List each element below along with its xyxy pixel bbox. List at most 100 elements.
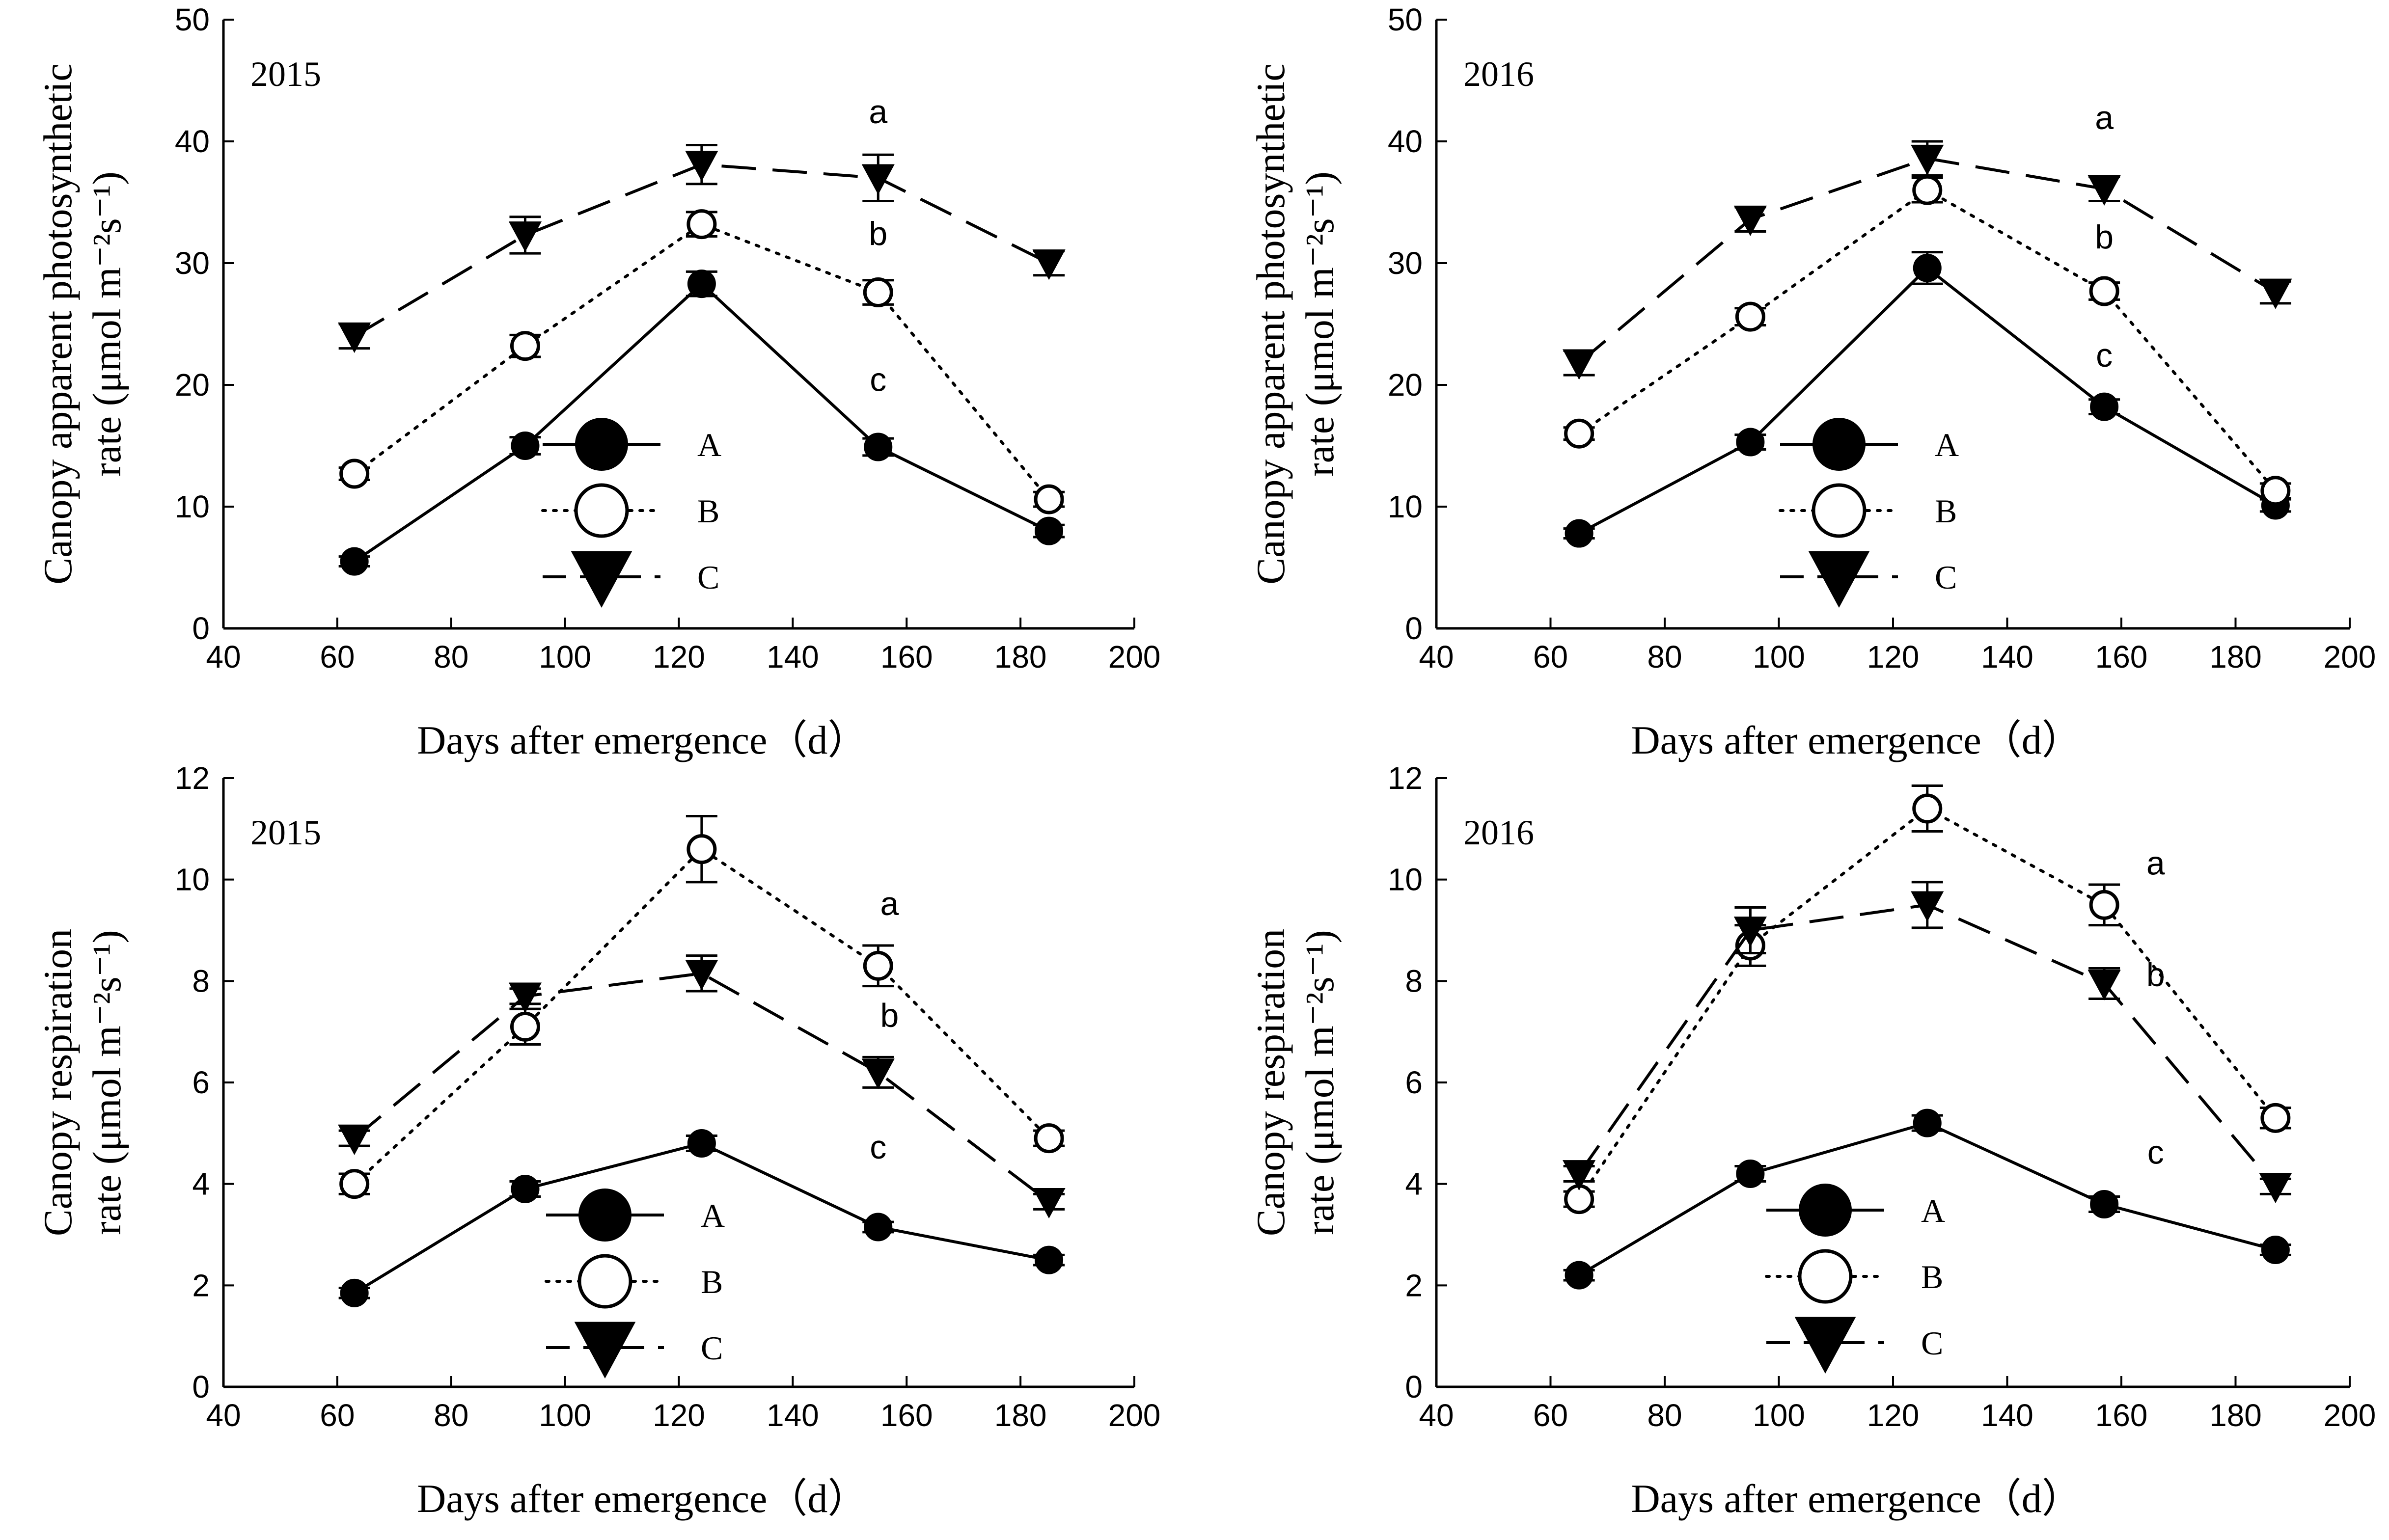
x-tick-label: 200 <box>1108 1398 1161 1433</box>
y-tick-label: 6 <box>192 1065 210 1100</box>
data-point-A <box>687 1129 716 1158</box>
legend-entry-C: C <box>1766 1317 1943 1374</box>
legend: ABC <box>541 418 721 608</box>
y-axis-title-line: rate (μmol m⁻²s⁻¹) <box>84 930 129 1235</box>
data-point-C <box>685 151 718 182</box>
legend-label-A: A <box>1921 1192 1945 1229</box>
x-tick-label: 120 <box>1867 1398 1920 1433</box>
x-tick-label: 100 <box>1753 639 1805 675</box>
legend-marker-A <box>575 418 628 471</box>
legend-marker-C <box>571 551 632 608</box>
y-tick-label: 0 <box>192 611 210 646</box>
series-A <box>1563 251 2291 548</box>
y-tick-label: 40 <box>175 124 210 159</box>
legend: ABC <box>1765 1184 1945 1374</box>
x-tick-label: 160 <box>2095 639 2148 675</box>
y-tick-label: 8 <box>1405 963 1423 999</box>
data-point-B <box>1034 484 1064 514</box>
y-axis-title: Canopy apparent photosynthetic rate (μmol… <box>1248 63 1342 584</box>
year-annotation: 2016 <box>1463 813 1534 852</box>
x-tick-label: 200 <box>1108 639 1161 675</box>
y-tick-label: 2 <box>192 1268 210 1303</box>
y-tick-label: 4 <box>1405 1166 1423 1202</box>
year-annotation: 2016 <box>1463 54 1534 94</box>
legend-marker-C <box>1808 551 1870 608</box>
y-axis-title-line: rate (μmol m⁻²s⁻¹) <box>1297 171 1342 476</box>
y-tick-label: 12 <box>1388 760 1423 796</box>
legend-label-B: B <box>1935 492 1957 530</box>
data-point-A <box>864 432 893 461</box>
legend-marker-B <box>1812 483 1867 538</box>
legend-label-B: B <box>697 492 719 530</box>
x-axis-title: Days after emergence（d） <box>1631 1476 2082 1521</box>
x-tick-label: 60 <box>320 1398 355 1433</box>
y-axis-title-line: Canopy apparent photosynthetic <box>1248 63 1293 584</box>
y-tick-label: 10 <box>1388 862 1423 897</box>
legend-label-A: A <box>697 426 721 463</box>
y-tick-label: 4 <box>192 1166 210 1202</box>
x-tick-label: 80 <box>1647 639 1682 675</box>
y-tick-label: 20 <box>1388 367 1423 403</box>
legend-entry-C: C <box>543 551 719 608</box>
legend-label-A: A <box>701 1197 725 1234</box>
data-point-C <box>1911 891 1944 922</box>
significance-letter-a: a <box>2095 99 2114 136</box>
data-point-B <box>339 459 370 489</box>
data-point-B <box>863 277 893 308</box>
legend-entry-C: C <box>546 1322 723 1378</box>
legend-marker-A <box>1799 1184 1852 1237</box>
data-point-C <box>1032 1188 1066 1219</box>
x-tick-label: 80 <box>1647 1398 1682 1433</box>
legend-entry-B: B <box>1779 483 1957 538</box>
x-axis-title: Days after emergence（d） <box>417 718 868 762</box>
y-tick-label: 0 <box>1405 611 1423 646</box>
data-point-C <box>1032 249 1066 280</box>
series-B <box>338 209 1065 514</box>
legend-entry-B: B <box>1765 1249 1943 1304</box>
x-tick-label: 120 <box>653 639 705 675</box>
x-axis-title: Days after emergence（d） <box>417 1476 868 1521</box>
x-tick-label: 40 <box>1419 1398 1454 1433</box>
y-tick-label: 10 <box>1388 489 1423 524</box>
data-point-C <box>2087 970 2121 1000</box>
legend-marker-C <box>1794 1317 1856 1374</box>
data-point-B <box>1735 301 1765 332</box>
series-line-B <box>353 222 1051 501</box>
data-point-A <box>1913 253 1942 282</box>
legend-entry-A: A <box>1780 418 1959 471</box>
data-point-B <box>510 331 540 361</box>
y-tick-label: 0 <box>1405 1369 1423 1405</box>
chart-panel-bottom-right: 40 60 80 100 120 140 160 180 200 0 2 4 6 8 10 12 Days af… <box>1248 760 2376 1521</box>
data-point-B <box>686 209 717 240</box>
significance-letter-c: c <box>2096 337 2113 374</box>
data-point-B <box>1564 418 1594 449</box>
data-point-A <box>511 432 540 460</box>
x-tick-label: 40 <box>206 1398 241 1433</box>
significance-letter-a: a <box>880 885 899 922</box>
series-line-B <box>353 847 1051 1186</box>
data-point-B <box>1912 175 1943 205</box>
y-tick-label: 10 <box>175 862 210 897</box>
x-axis-title: Days after emergence（d） <box>1631 718 2082 762</box>
x-tick-label: 180 <box>994 1398 1047 1433</box>
x-tick-label: 60 <box>1533 1398 1568 1433</box>
y-tick-label: 30 <box>175 245 210 281</box>
data-point-C <box>1733 205 1767 236</box>
y-tick-label: 50 <box>175 2 210 37</box>
legend: ABC <box>1779 418 1959 608</box>
data-point-A <box>2261 1236 2290 1264</box>
data-point-C <box>2259 278 2292 309</box>
legend-label-A: A <box>1935 426 1959 463</box>
x-tick-label: 120 <box>653 1398 705 1433</box>
y-tick-label: 20 <box>175 367 210 403</box>
y-axis-title: Canopy apparent photosynthetic rate (μmol… <box>35 63 129 584</box>
y-tick-label: 10 <box>175 489 210 524</box>
x-tick-label: 140 <box>1981 1398 2033 1433</box>
data-point-A <box>1913 1108 1942 1137</box>
data-point-B <box>863 950 893 981</box>
data-point-B <box>510 1011 540 1042</box>
x-tick-label: 40 <box>206 639 241 675</box>
legend-entry-A: A <box>1766 1184 1945 1237</box>
data-point-A <box>1565 519 1593 548</box>
